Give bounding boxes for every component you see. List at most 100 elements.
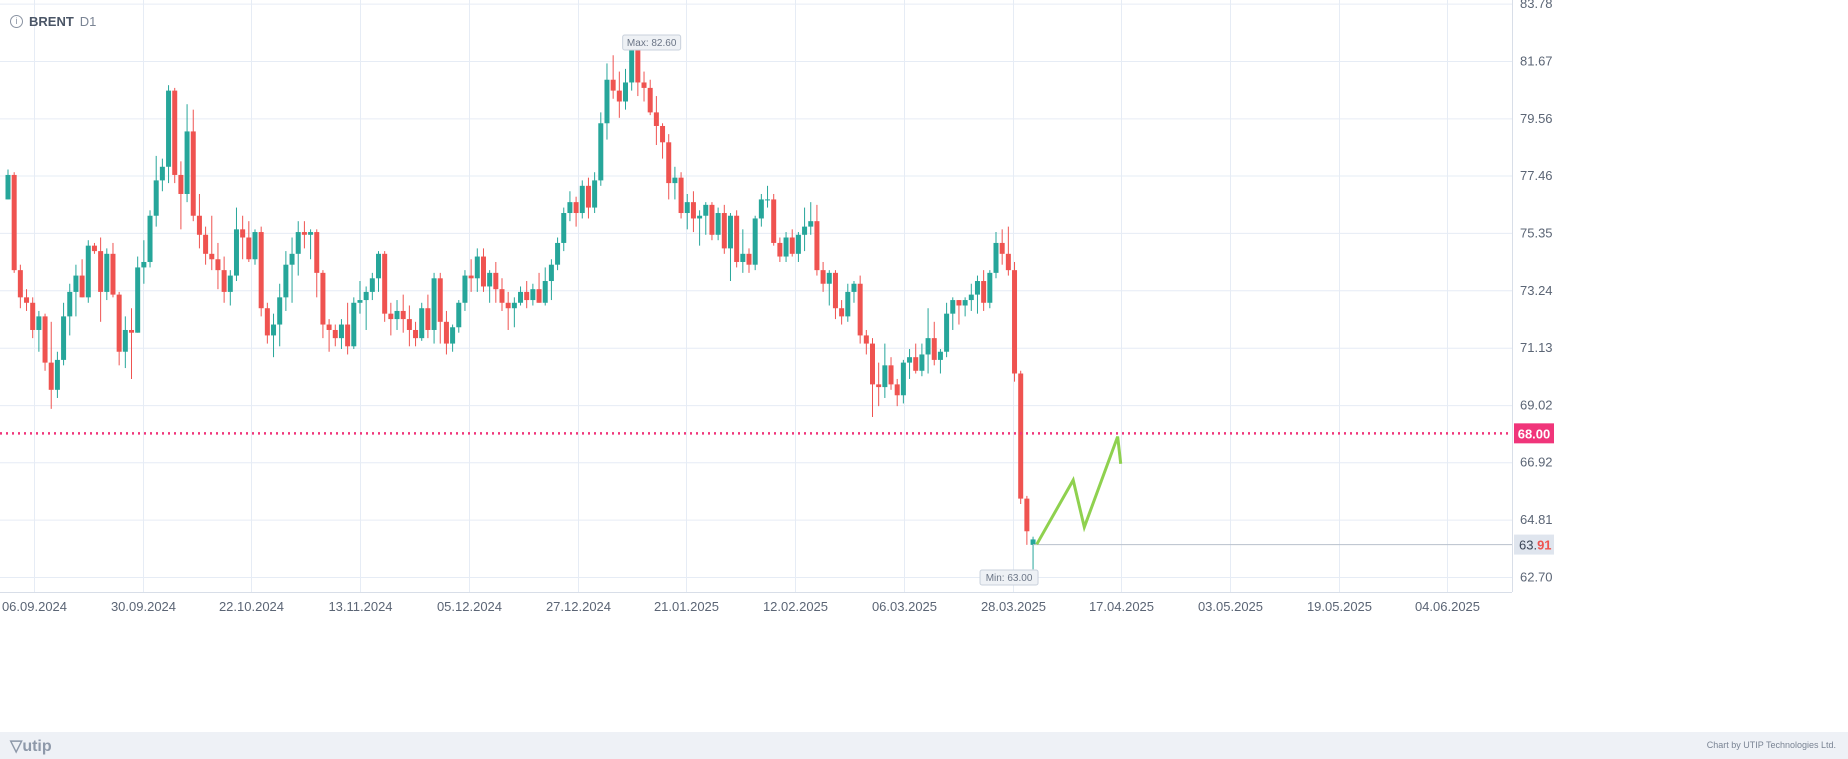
min-label-box <box>979 569 1039 586</box>
candle-body <box>771 199 777 243</box>
candle-body <box>524 291 530 301</box>
candle-body <box>258 232 264 309</box>
candle-body <box>240 229 246 238</box>
candle-body <box>592 180 598 208</box>
candle-body <box>999 242 1005 254</box>
max-label-box <box>622 34 682 51</box>
candle-body <box>623 82 628 102</box>
candle-body <box>610 79 616 91</box>
chart-header: i BRENT D1 <box>10 14 96 29</box>
candle-body <box>196 215 202 235</box>
candle-body <box>209 253 215 260</box>
candle-body <box>147 215 153 262</box>
overlays: 68.00 63.91 Max: 82.60 Min: 63.00 <box>0 34 1554 586</box>
candle-body <box>419 308 425 339</box>
y-tick-label: 66.92 <box>1520 455 1553 470</box>
candle-body <box>48 362 54 390</box>
candle-body <box>974 281 980 295</box>
candle-body <box>289 253 295 265</box>
candle-body <box>468 275 474 279</box>
candle-body <box>660 125 666 143</box>
candle-body <box>851 283 857 292</box>
candle-body <box>721 213 727 249</box>
candle-body <box>437 278 443 322</box>
timeframe-label[interactable]: D1 <box>79 14 97 29</box>
candle-body <box>919 354 925 371</box>
x-tick-label: 12.02.2025 <box>763 599 828 614</box>
candle-body <box>870 343 875 385</box>
info-icon[interactable]: i <box>10 15 23 28</box>
x-tick-label: 06.09.2024 <box>2 599 67 614</box>
candle-body <box>456 302 462 328</box>
candle-body <box>703 204 709 216</box>
candle-body <box>542 281 548 303</box>
candle-body <box>567 202 573 214</box>
x-tick-label: 22.10.2024 <box>219 599 284 614</box>
x-tick-label: 28.03.2025 <box>981 599 1046 614</box>
candle-body <box>480 256 486 287</box>
candle-body <box>153 180 159 216</box>
candle-body <box>233 229 239 276</box>
candle-body <box>221 270 227 292</box>
candle-body <box>857 283 863 336</box>
candle-body <box>116 294 122 352</box>
x-tick-label: 13.11.2024 <box>328 599 392 614</box>
candle-body <box>351 302 357 347</box>
y-tick-label: 79.56 <box>1520 111 1553 126</box>
x-axis: 06.09.2024 30.09.2024 22.10.2024 13.11.2024… <box>2 599 1480 614</box>
credit-text: Chart by UTIP Technologies Ltd. <box>1706 740 1836 750</box>
candle-body <box>104 253 110 292</box>
candle-body <box>666 142 672 184</box>
candle-body <box>937 351 943 360</box>
y-tick-label: 64.81 <box>1520 512 1553 527</box>
candle-body <box>1030 539 1036 545</box>
candle-body <box>672 177 678 184</box>
max-label: Max: 82.60 <box>622 34 682 51</box>
candle-body <box>1012 270 1018 374</box>
candle-body <box>246 237 252 260</box>
candle-body <box>573 202 579 214</box>
candle-body <box>863 335 869 344</box>
candle-body <box>968 294 974 301</box>
candle-body <box>814 221 820 271</box>
candle-body <box>511 302 517 309</box>
candle-body <box>925 338 931 355</box>
candle-body <box>129 329 134 333</box>
candle-body <box>450 327 456 344</box>
y-tick-label: 81.67 <box>1520 54 1553 69</box>
candle-body <box>443 321 449 344</box>
candle-body <box>907 357 913 363</box>
brand-logo: ▽utip <box>10 738 52 755</box>
candle-body <box>598 123 604 181</box>
candle-body <box>746 253 752 265</box>
candle-body <box>690 202 696 219</box>
candle-body <box>338 324 344 339</box>
candle-body <box>616 90 622 102</box>
candle-body <box>67 291 73 317</box>
candle-body <box>820 270 826 284</box>
candle-body <box>709 204 715 235</box>
candle-body <box>345 324 351 347</box>
chart-canvas[interactable]: 68.00 63.91 Max: 82.60 Min: 63.00 83.78 81.6… <box>0 0 1848 732</box>
candle-body <box>956 300 962 306</box>
candle-body <box>765 199 771 201</box>
candle-body <box>425 308 431 330</box>
candle-body <box>740 253 746 262</box>
candle-body <box>110 253 116 295</box>
candle-body <box>518 291 524 303</box>
min-label-text: Min: 63.00 <box>986 573 1033 584</box>
candle-body <box>400 310 406 320</box>
candle-body <box>962 300 968 306</box>
candle-body <box>271 324 277 336</box>
candle-body <box>505 302 511 309</box>
level-label: 68.00 <box>1518 426 1551 441</box>
candle-body <box>734 215 740 262</box>
candle-body <box>647 87 653 113</box>
candle-body <box>376 253 381 279</box>
candle-body <box>931 338 937 360</box>
max-label-text: Max: 82.60 <box>627 38 677 49</box>
brand-text: utip <box>22 738 52 755</box>
candle-body <box>777 242 783 257</box>
candle-body <box>629 41 635 83</box>
x-tick-label: 30.09.2024 <box>111 599 176 614</box>
